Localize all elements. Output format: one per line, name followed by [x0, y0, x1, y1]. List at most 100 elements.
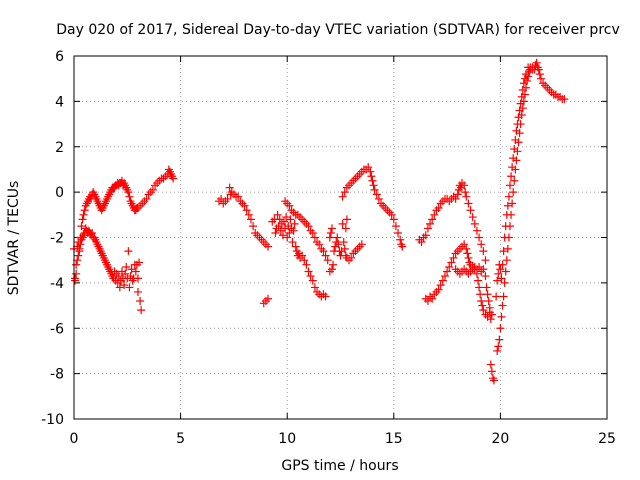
axis-ticks: 0 5 10 15 20 25 -10 -8 -6 -4 -2 0 2 4 6	[41, 49, 616, 447]
data-point	[73, 256, 82, 265]
data-point	[364, 163, 373, 172]
data-point	[135, 258, 144, 267]
data-point	[72, 260, 81, 269]
data-point	[319, 247, 328, 256]
data-point	[496, 324, 505, 333]
data-point	[498, 260, 507, 269]
data-point	[510, 145, 519, 154]
y-tick-label: -10	[41, 412, 64, 428]
data-point	[310, 283, 319, 292]
x-tick-label: 25	[598, 431, 616, 447]
data-point	[486, 315, 495, 324]
data-point	[225, 183, 234, 192]
data-point	[275, 215, 284, 224]
data-point	[474, 276, 483, 285]
data-point	[505, 181, 514, 190]
data-point	[423, 297, 432, 306]
data-point	[461, 188, 470, 197]
chart-title: Day 020 of 2017, Sidereal Day-to-day VTE…	[56, 22, 620, 38]
data-point	[121, 269, 130, 278]
data-point	[306, 272, 315, 281]
data-point	[470, 219, 479, 228]
data-point	[271, 228, 280, 237]
data-point	[72, 269, 81, 278]
data-point	[508, 163, 517, 172]
data-point	[484, 297, 493, 306]
data-point	[246, 215, 255, 224]
data-point	[369, 181, 378, 190]
data-point	[323, 256, 332, 265]
data-point	[276, 226, 285, 235]
data-point	[509, 188, 518, 197]
series-segment-7	[338, 163, 407, 251]
data-point	[464, 253, 473, 262]
data-point	[508, 199, 517, 208]
data-point	[528, 65, 537, 74]
x-tick-label: 0	[70, 431, 79, 447]
data-point	[501, 222, 510, 231]
data-point	[137, 306, 146, 315]
data-point	[71, 276, 80, 285]
y-tick-label: 4	[55, 94, 64, 110]
data-point	[494, 269, 503, 278]
data-point	[483, 290, 492, 299]
data-point	[487, 310, 496, 319]
data-point	[495, 335, 504, 344]
data-point	[479, 247, 488, 256]
data-point	[496, 265, 505, 274]
data-point	[78, 215, 87, 224]
data-point	[520, 74, 529, 83]
data-point	[445, 262, 454, 271]
data-point	[532, 58, 541, 67]
data-point	[498, 301, 507, 310]
data-point	[521, 70, 530, 79]
data-points	[70, 58, 569, 385]
data-point	[357, 240, 366, 249]
data-point	[499, 292, 508, 301]
data-point	[127, 265, 136, 274]
data-point	[447, 258, 456, 267]
data-point	[387, 210, 396, 219]
data-point	[436, 281, 445, 290]
data-point	[514, 113, 523, 122]
data-point	[75, 244, 84, 253]
data-point	[509, 154, 518, 163]
data-point	[475, 233, 484, 242]
data-point	[125, 192, 134, 201]
data-point	[497, 274, 506, 283]
data-point	[133, 287, 142, 296]
data-point	[234, 192, 243, 201]
series-segment-10	[451, 260, 505, 385]
data-point	[244, 210, 253, 219]
data-point	[340, 244, 349, 253]
data-point	[394, 228, 403, 237]
data-point	[300, 256, 309, 265]
series-segment-5	[268, 210, 330, 301]
data-point	[475, 262, 484, 271]
data-point	[500, 278, 509, 287]
data-point	[282, 213, 291, 222]
data-point	[510, 176, 519, 185]
data-point	[462, 244, 471, 253]
data-point	[428, 215, 437, 224]
data-point	[515, 106, 524, 115]
data-point	[464, 199, 473, 208]
data-point	[560, 95, 569, 104]
data-point	[74, 251, 83, 260]
data-point	[338, 192, 347, 201]
data-point	[264, 294, 273, 303]
x-axis-label: GPS time / hours	[281, 458, 398, 474]
data-point	[280, 217, 289, 226]
data-point	[398, 242, 407, 251]
data-point	[463, 249, 472, 258]
data-point	[500, 233, 509, 242]
data-point	[512, 126, 521, 135]
data-point	[374, 194, 383, 203]
data-point	[502, 210, 511, 219]
data-point	[131, 267, 140, 276]
data-point	[487, 367, 496, 376]
data-point	[497, 312, 506, 321]
data-point	[242, 206, 251, 215]
data-point	[79, 210, 88, 219]
